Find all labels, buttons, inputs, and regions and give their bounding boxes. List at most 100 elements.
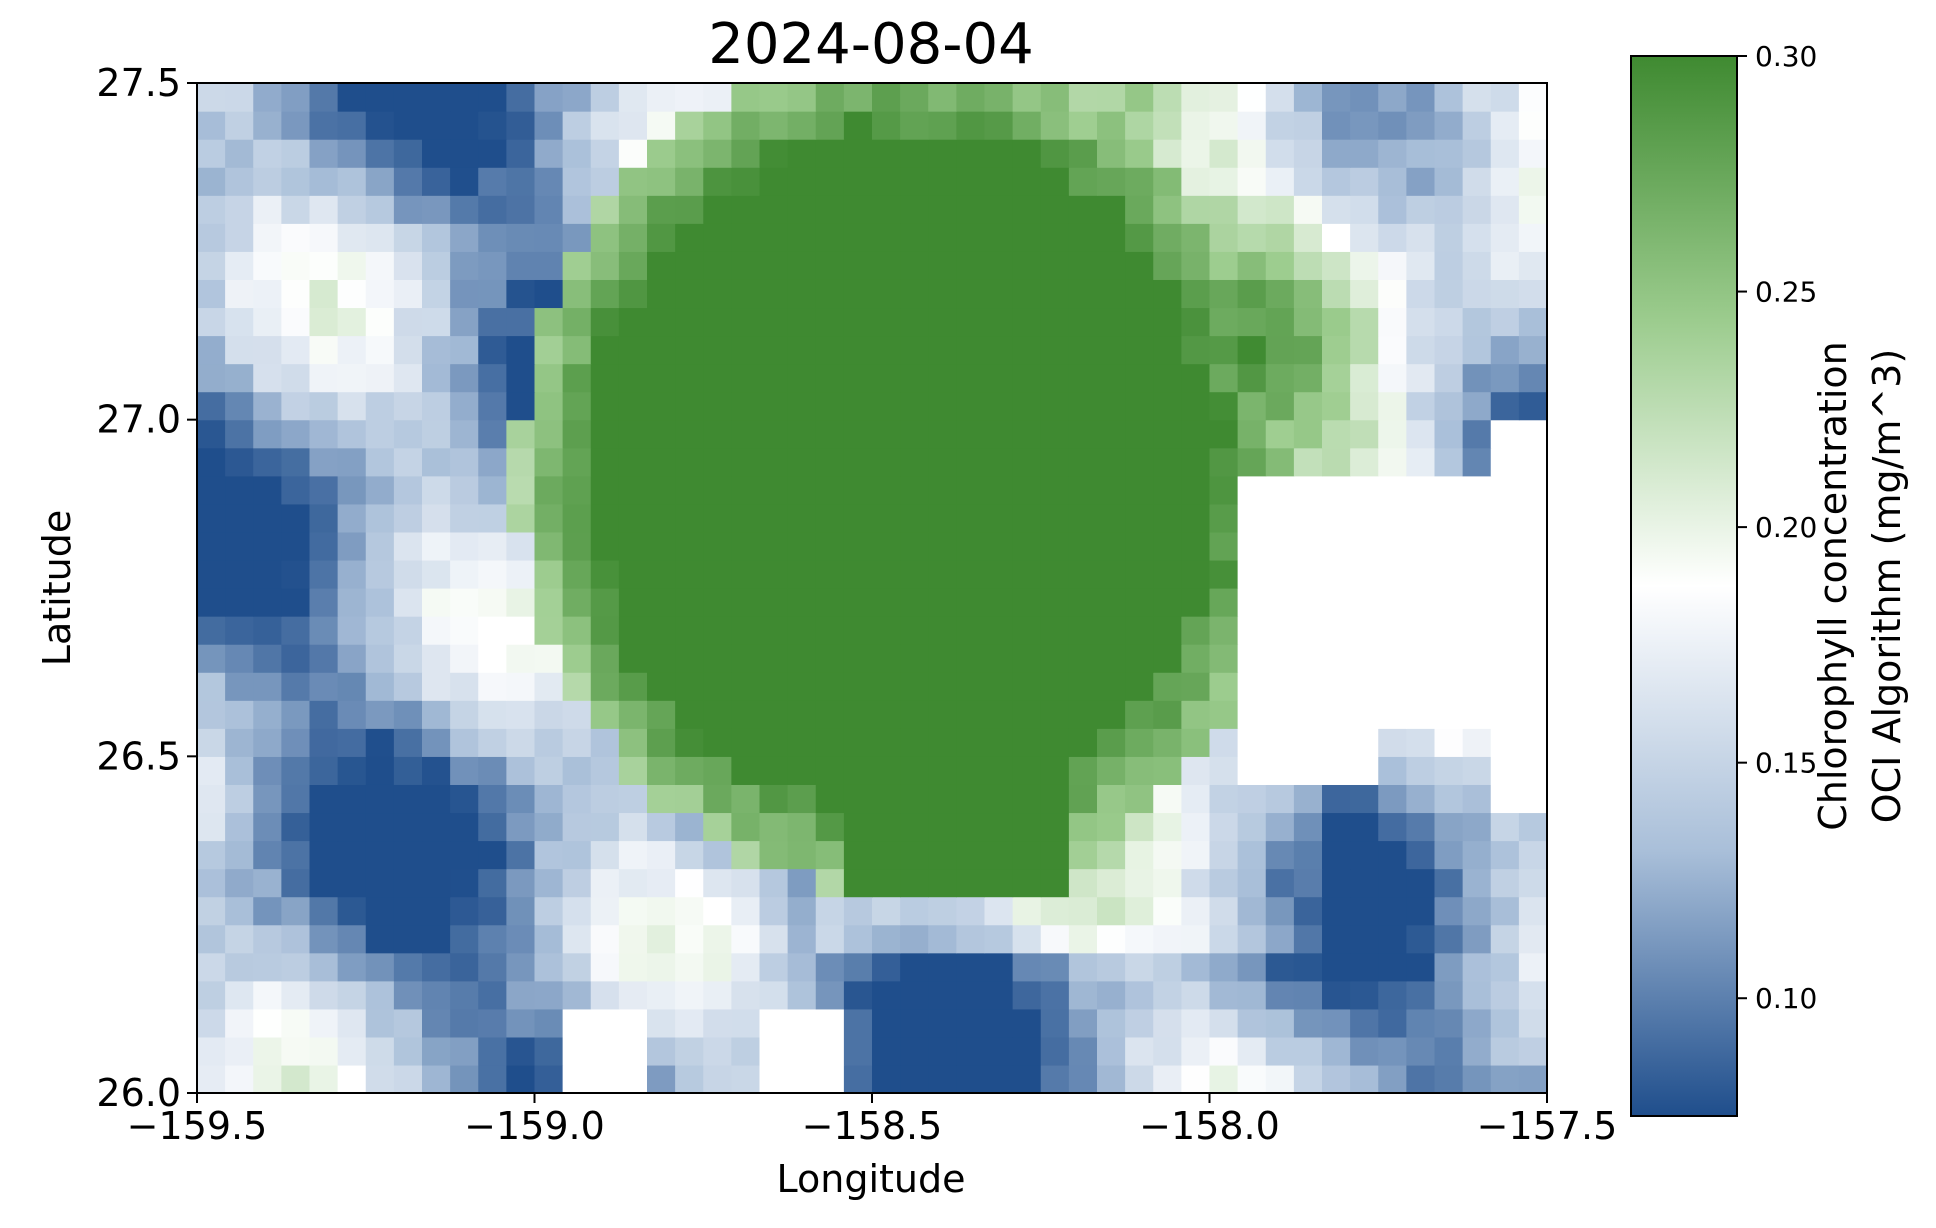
heatmap-cell — [787, 784, 817, 814]
heatmap-cell — [506, 167, 536, 196]
heatmap-cell — [731, 812, 761, 842]
heatmap-cell — [393, 700, 423, 729]
heatmap-cell — [618, 812, 648, 842]
heatmap-cell — [365, 700, 395, 729]
heatmap-cell — [1153, 307, 1182, 337]
heatmap-cell — [675, 111, 704, 140]
heatmap-cell — [478, 728, 507, 757]
heatmap-cell — [478, 167, 507, 196]
heatmap-cell — [253, 1036, 282, 1066]
heatmap-cell — [1040, 307, 1070, 337]
heatmap-cell — [534, 335, 564, 365]
heatmap-cell — [731, 616, 761, 645]
heatmap-cell — [1012, 728, 1042, 757]
heatmap-cell — [1265, 616, 1295, 645]
heatmap-cell — [1462, 840, 1492, 870]
heatmap-cell — [450, 812, 479, 842]
heatmap-cell — [1097, 1036, 1126, 1066]
heatmap-cell — [365, 531, 395, 561]
heatmap-cell — [478, 1008, 507, 1038]
heatmap-cell — [1434, 83, 1464, 112]
heatmap-cell — [815, 952, 845, 982]
heatmap-cell — [787, 111, 817, 140]
heatmap-cell — [337, 307, 367, 337]
heatmap-cell — [787, 195, 817, 224]
heatmap-cell — [1125, 531, 1154, 561]
heatmap-cell — [253, 896, 282, 926]
heatmap-cell — [618, 111, 648, 140]
heatmap-cell — [1462, 335, 1492, 365]
heatmap-cell — [956, 868, 986, 898]
heatmap-cell — [365, 784, 395, 814]
heatmap-cell — [872, 475, 901, 505]
heatmap-cell — [984, 980, 1014, 1010]
heatmap-cell — [1068, 1008, 1098, 1038]
heatmap-cell — [1350, 167, 1379, 196]
heatmap-cell — [1322, 1036, 1351, 1066]
heatmap-cell — [1181, 503, 1211, 533]
heatmap-cell — [928, 139, 957, 168]
heatmap-cell — [1209, 672, 1239, 701]
heatmap-cell — [365, 279, 395, 309]
heatmap-cell — [900, 868, 929, 898]
heatmap-cell — [253, 924, 282, 954]
heatmap-cell — [815, 559, 845, 589]
heatmap-cell — [393, 784, 423, 814]
heatmap-cell — [1462, 83, 1492, 112]
heatmap-cell — [1125, 559, 1154, 589]
heatmap-cell — [759, 952, 789, 982]
heatmap-cell — [225, 784, 254, 814]
heatmap-cell — [478, 139, 507, 168]
heatmap-cell — [1012, 784, 1042, 814]
heatmap-cell — [1237, 924, 1267, 954]
heatmap-cell — [984, 139, 1014, 168]
heatmap-cell — [1237, 475, 1267, 505]
heatmap-cell — [1378, 840, 1407, 870]
heatmap-cell — [1350, 475, 1379, 505]
heatmap-cell — [647, 503, 676, 533]
heatmap-cell — [928, 391, 957, 421]
heatmap-cell — [1406, 1036, 1436, 1066]
heatmap-cell — [1434, 1036, 1464, 1066]
heatmap-cell — [872, 868, 901, 898]
y-tick-label: 26.0 — [96, 1071, 181, 1115]
heatmap-cell — [1012, 812, 1042, 842]
heatmap-cell — [337, 588, 367, 617]
heatmap-cell — [1097, 559, 1126, 589]
heatmap-cell — [1434, 812, 1464, 842]
heatmap-cell — [1265, 980, 1295, 1010]
heatmap-cell — [1518, 111, 1548, 140]
heatmap-cell — [956, 167, 986, 196]
heatmap-cell — [225, 279, 254, 309]
heatmap-cell — [1040, 223, 1070, 252]
heatmap-cell — [1068, 868, 1098, 898]
heatmap-cell — [618, 531, 648, 561]
heatmap-cell — [1181, 363, 1211, 393]
heatmap-cell — [590, 139, 620, 168]
heatmap-cell — [309, 391, 339, 421]
heatmap-cell — [815, 195, 845, 224]
heatmap-cell — [1012, 391, 1042, 421]
heatmap-cell — [1518, 1064, 1548, 1094]
heatmap-cell — [197, 896, 226, 926]
heatmap-cell — [1378, 391, 1407, 421]
heatmap-cell — [309, 588, 339, 617]
heatmap-cell — [309, 672, 339, 701]
heatmap-cell — [225, 616, 254, 645]
heatmap-cell — [506, 251, 536, 280]
heatmap-cell — [337, 672, 367, 701]
heatmap-cell — [675, 924, 704, 954]
heatmap-cell — [506, 111, 536, 140]
heatmap-cell — [365, 1064, 395, 1094]
heatmap-cell — [1237, 980, 1267, 1010]
heatmap-cell — [1462, 419, 1492, 449]
heatmap-cell — [197, 1036, 226, 1066]
heatmap-cell — [647, 980, 676, 1010]
heatmap-cell — [1322, 279, 1351, 309]
heatmap-cell — [253, 644, 282, 673]
heatmap-cell — [1322, 307, 1351, 337]
heatmap-cell — [787, 531, 817, 561]
heatmap-cell — [759, 307, 789, 337]
heatmap-cell — [1125, 980, 1154, 1010]
heatmap-cell — [1434, 840, 1464, 870]
